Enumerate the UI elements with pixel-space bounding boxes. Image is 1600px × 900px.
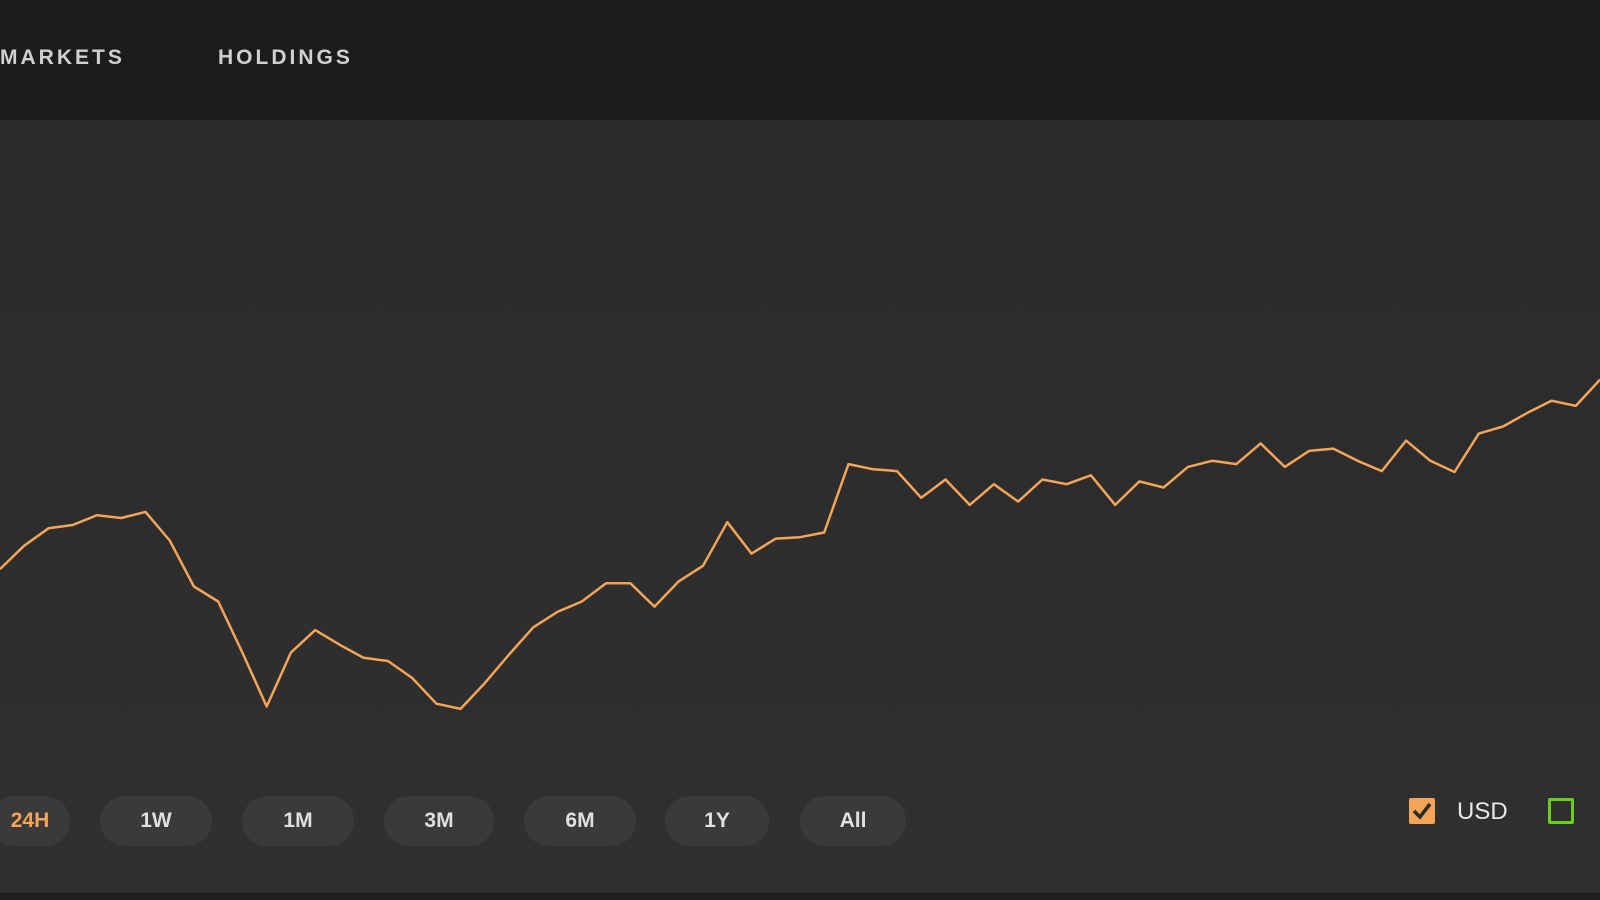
chart-area [0, 120, 1600, 893]
range-button[interactable]: All [800, 796, 906, 846]
check-icon [1412, 802, 1432, 820]
range-button[interactable]: 3M [384, 796, 494, 846]
range-button[interactable]: 1M [242, 796, 354, 846]
nav-link[interactable]: HOLDINGS [218, 46, 353, 69]
price-line [0, 378, 1600, 711]
legend-label: USD [1457, 798, 1508, 825]
legend-checkbox[interactable] [1548, 798, 1574, 824]
nav-link[interactable]: MARKETS [0, 46, 125, 69]
range-button[interactable]: 6M [524, 796, 636, 846]
range-button[interactable]: 1Y [665, 796, 769, 846]
range-button[interactable]: 1W [100, 796, 212, 846]
footer-strip [0, 893, 1600, 900]
top-nav: MARKETS HOLDINGS [0, 0, 1600, 120]
range-button[interactable]: 24H [0, 796, 70, 846]
legend-checkbox[interactable] [1409, 798, 1435, 824]
